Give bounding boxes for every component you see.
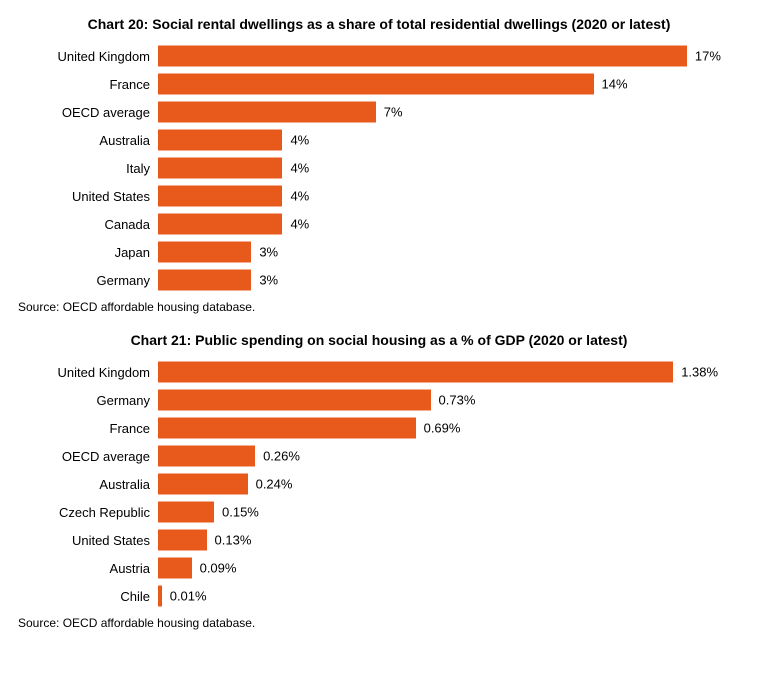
value-label: 3%	[259, 273, 278, 288]
category-label: Australia	[18, 133, 158, 148]
bar	[158, 214, 282, 235]
category-label: United States	[18, 189, 158, 204]
value-label: 0.26%	[263, 449, 300, 464]
value-label: 0.09%	[200, 561, 237, 576]
bar-row: Chile 0.01%	[18, 582, 740, 610]
bar-track: 4%	[158, 154, 740, 182]
category-label: France	[18, 77, 158, 92]
value-label: 17%	[695, 49, 721, 64]
bar-row: Australia 4%	[18, 126, 740, 154]
bar-row: France 0.69%	[18, 414, 740, 442]
bar-row: Canada 4%	[18, 210, 740, 238]
value-label: 7%	[384, 105, 403, 120]
bar-row: Czech Republic 0.15%	[18, 498, 740, 526]
bar	[158, 74, 594, 95]
bar-row: Austria 0.09%	[18, 554, 740, 582]
bar-row: Germany 0.73%	[18, 386, 740, 414]
bar-track: 7%	[158, 98, 740, 126]
bar-row: United Kingdom 1.38%	[18, 358, 740, 386]
category-label: Czech Republic	[18, 505, 158, 520]
bar-track: 3%	[158, 266, 740, 294]
chart-plot: United Kingdom 1.38% Germany 0.73% France 0.6…	[18, 358, 740, 610]
chart-title: Chart 20: Social rental dwellings as a s…	[18, 16, 740, 32]
bar-track: 4%	[158, 182, 740, 210]
bar-track: 4%	[158, 210, 740, 238]
chart-source: Source: OECD affordable housing database…	[18, 616, 740, 630]
value-label: 14%	[602, 77, 628, 92]
category-label: Canada	[18, 217, 158, 232]
value-label: 4%	[290, 217, 309, 232]
chart-plot: United Kingdom 17% France 14% OECD average 7%…	[18, 42, 740, 294]
bar-track: 3%	[158, 238, 740, 266]
bar-row: United States 4%	[18, 182, 740, 210]
category-label: Chile	[18, 589, 158, 604]
bar-track: 1.38%	[158, 358, 740, 386]
bar	[158, 130, 282, 151]
value-label: 3%	[259, 245, 278, 260]
chart-2: Chart 21: Public spending on social hous…	[18, 332, 740, 630]
bar-track: 14%	[158, 70, 740, 98]
bar-track: 0.26%	[158, 442, 740, 470]
bar	[158, 586, 162, 607]
category-label: OECD average	[18, 449, 158, 464]
bar	[158, 474, 248, 495]
value-label: 0.13%	[215, 533, 252, 548]
bar-row: OECD average 7%	[18, 98, 740, 126]
value-label: 0.69%	[424, 421, 461, 436]
bar-track: 0.73%	[158, 386, 740, 414]
bar-track: 0.01%	[158, 582, 740, 610]
category-label: United Kingdom	[18, 49, 158, 64]
category-label: United States	[18, 533, 158, 548]
bar-row: Italy 4%	[18, 154, 740, 182]
bar-row: United States 0.13%	[18, 526, 740, 554]
category-label: Austria	[18, 561, 158, 576]
bar	[158, 502, 214, 523]
category-label: Japan	[18, 245, 158, 260]
category-label: Germany	[18, 273, 158, 288]
bar	[158, 446, 255, 467]
value-label: 0.73%	[439, 393, 476, 408]
bar-row: Germany 3%	[18, 266, 740, 294]
value-label: 0.01%	[170, 589, 207, 604]
category-label: Australia	[18, 477, 158, 492]
category-label: United Kingdom	[18, 365, 158, 380]
bar	[158, 362, 673, 383]
bar-track: 0.09%	[158, 554, 740, 582]
bar-track: 0.13%	[158, 526, 740, 554]
bar-track: 0.15%	[158, 498, 740, 526]
value-label: 4%	[290, 161, 309, 176]
value-label: 0.15%	[222, 505, 259, 520]
category-label: Germany	[18, 393, 158, 408]
value-label: 0.24%	[256, 477, 293, 492]
value-label: 1.38%	[681, 365, 718, 380]
bar-track: 0.24%	[158, 470, 740, 498]
bar-row: United Kingdom 17%	[18, 42, 740, 70]
bar-track: 0.69%	[158, 414, 740, 442]
bar	[158, 158, 282, 179]
bar	[158, 270, 251, 291]
value-label: 4%	[290, 189, 309, 204]
bar-row: France 14%	[18, 70, 740, 98]
bar-track: 4%	[158, 126, 740, 154]
bar-row: Australia 0.24%	[18, 470, 740, 498]
bar-row: Japan 3%	[18, 238, 740, 266]
bar	[158, 242, 251, 263]
chart-1: Chart 20: Social rental dwellings as a s…	[18, 16, 740, 314]
bar	[158, 418, 416, 439]
bar	[158, 46, 687, 67]
bar-track: 17%	[158, 42, 740, 70]
bar	[158, 186, 282, 207]
bar-row: OECD average 0.26%	[18, 442, 740, 470]
category-label: OECD average	[18, 105, 158, 120]
category-label: Italy	[18, 161, 158, 176]
chart-title: Chart 21: Public spending on social hous…	[18, 332, 740, 348]
category-label: France	[18, 421, 158, 436]
bar	[158, 558, 192, 579]
bar	[158, 390, 431, 411]
chart-source: Source: OECD affordable housing database…	[18, 300, 740, 314]
bar	[158, 102, 376, 123]
bar	[158, 530, 207, 551]
value-label: 4%	[290, 133, 309, 148]
